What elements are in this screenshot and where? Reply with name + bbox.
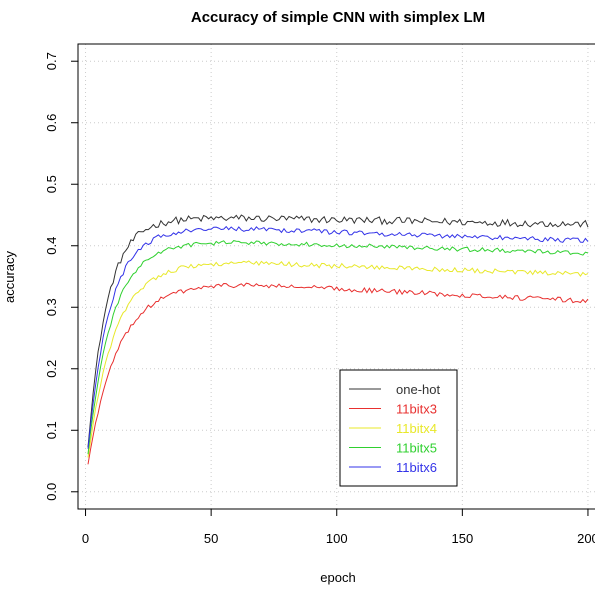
legend-label: 11bitx6 (396, 460, 437, 475)
series-line-11bitx5 (87, 240, 589, 455)
series-line-11bitx4 (87, 260, 589, 458)
x-axis-label: epoch (320, 570, 355, 585)
y-tick-label: 0.1 (44, 421, 59, 439)
y-axis-label: accuracy (2, 250, 17, 303)
legend: one-hot 11bitx3 11bitx4 11bitx5 11bitx6 (339, 369, 458, 487)
legend-label: 11bitx5 (396, 441, 437, 456)
series-line-11bitx6 (87, 225, 589, 449)
series-lines (87, 214, 589, 465)
y-tick-label: 0.3 (44, 298, 59, 316)
y-tick-label: 0.2 (44, 360, 59, 378)
legend-label: 11bitx4 (396, 421, 437, 436)
series-line-11bitx3 (87, 282, 589, 465)
y-tick-label: 0.0 (44, 483, 59, 501)
x-axis: 0 50 100 150 200 (82, 508, 595, 546)
y-tick-label: 0.6 (44, 114, 59, 132)
y-tick-label: 0.4 (44, 237, 59, 255)
grid (78, 44, 595, 509)
x-tick-label: 200 (577, 531, 595, 546)
legend-label: 11bitx3 (396, 402, 437, 417)
y-axis: 0.0 0.1 0.2 0.3 0.4 0.5 0.6 0.7 (44, 52, 79, 501)
x-tick-label: 100 (326, 531, 348, 546)
x-tick-label: 50 (204, 531, 218, 546)
x-tick-label: 150 (451, 531, 473, 546)
legend-label: one-hot (396, 382, 440, 397)
y-tick-label: 0.5 (44, 175, 59, 193)
y-tick-label: 0.7 (44, 52, 59, 70)
x-tick-label: 0 (82, 531, 89, 546)
chart-title: Accuracy of simple CNN with simplex LM (191, 9, 485, 26)
series-line-one-hot (87, 214, 589, 448)
